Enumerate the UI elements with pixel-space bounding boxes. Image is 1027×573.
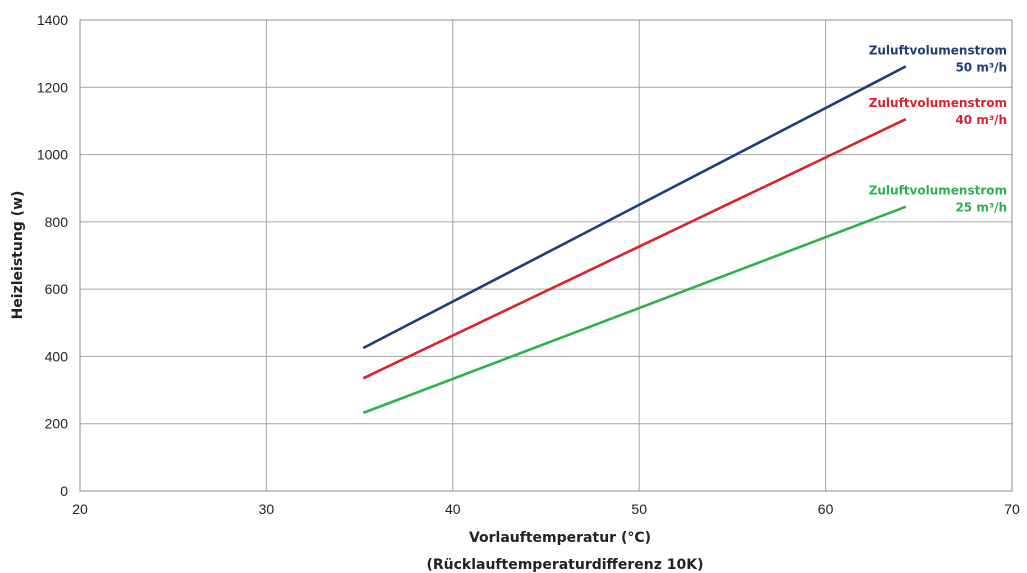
series-label-name: Zuluftvolumenstrom — [869, 184, 1007, 198]
series-label-flow: 40 m³/h — [955, 113, 1007, 127]
x-axis-subtitle: (Rücklauftemperaturdifferenz 10K) — [426, 557, 703, 573]
y-tick-label: 200 — [45, 416, 69, 432]
y-tick-label: 1400 — [37, 12, 68, 28]
x-tick-label: 50 — [631, 501, 647, 517]
x-axis-title: Vorlauftemperatur (°C) — [469, 530, 651, 546]
series-line — [362, 118, 907, 380]
y-tick-label: 800 — [45, 214, 69, 230]
x-tick-label: 70 — [1004, 501, 1020, 517]
y-axis-title: Heizleistung (w) — [10, 191, 26, 320]
x-tick-label: 60 — [818, 501, 834, 517]
series-label-flow: 50 m³/h — [955, 60, 1007, 74]
y-tick-label: 600 — [45, 281, 69, 297]
y-tick-label: 400 — [45, 348, 69, 364]
y-tick-label: 0 — [60, 483, 68, 499]
y-tick-label: 1200 — [37, 79, 68, 95]
series-lines — [362, 65, 907, 415]
y-axis-ticks: 0 200 400 600 800 1000 1200 1400 — [37, 12, 68, 499]
series-label-name: Zuluftvolumenstrom — [869, 96, 1007, 110]
x-tick-label: 20 — [72, 501, 88, 517]
x-tick-label: 40 — [445, 501, 461, 517]
series-line — [362, 205, 907, 415]
series-label-name: Zuluftvolumenstrom — [869, 43, 1007, 57]
series-labels: Zuluftvolumenstrom 50 m³/h Zuluftvolumenst… — [869, 43, 1007, 214]
plot-frame — [79, 19, 1013, 492]
series-label-flow: 25 m³/h — [955, 201, 1007, 215]
grid — [79, 19, 1013, 492]
x-axis-ticks: 20 30 40 50 60 70 — [72, 501, 1020, 517]
series-line — [362, 65, 907, 350]
x-tick-label: 30 — [259, 501, 275, 517]
y-tick-label: 1000 — [37, 147, 68, 163]
